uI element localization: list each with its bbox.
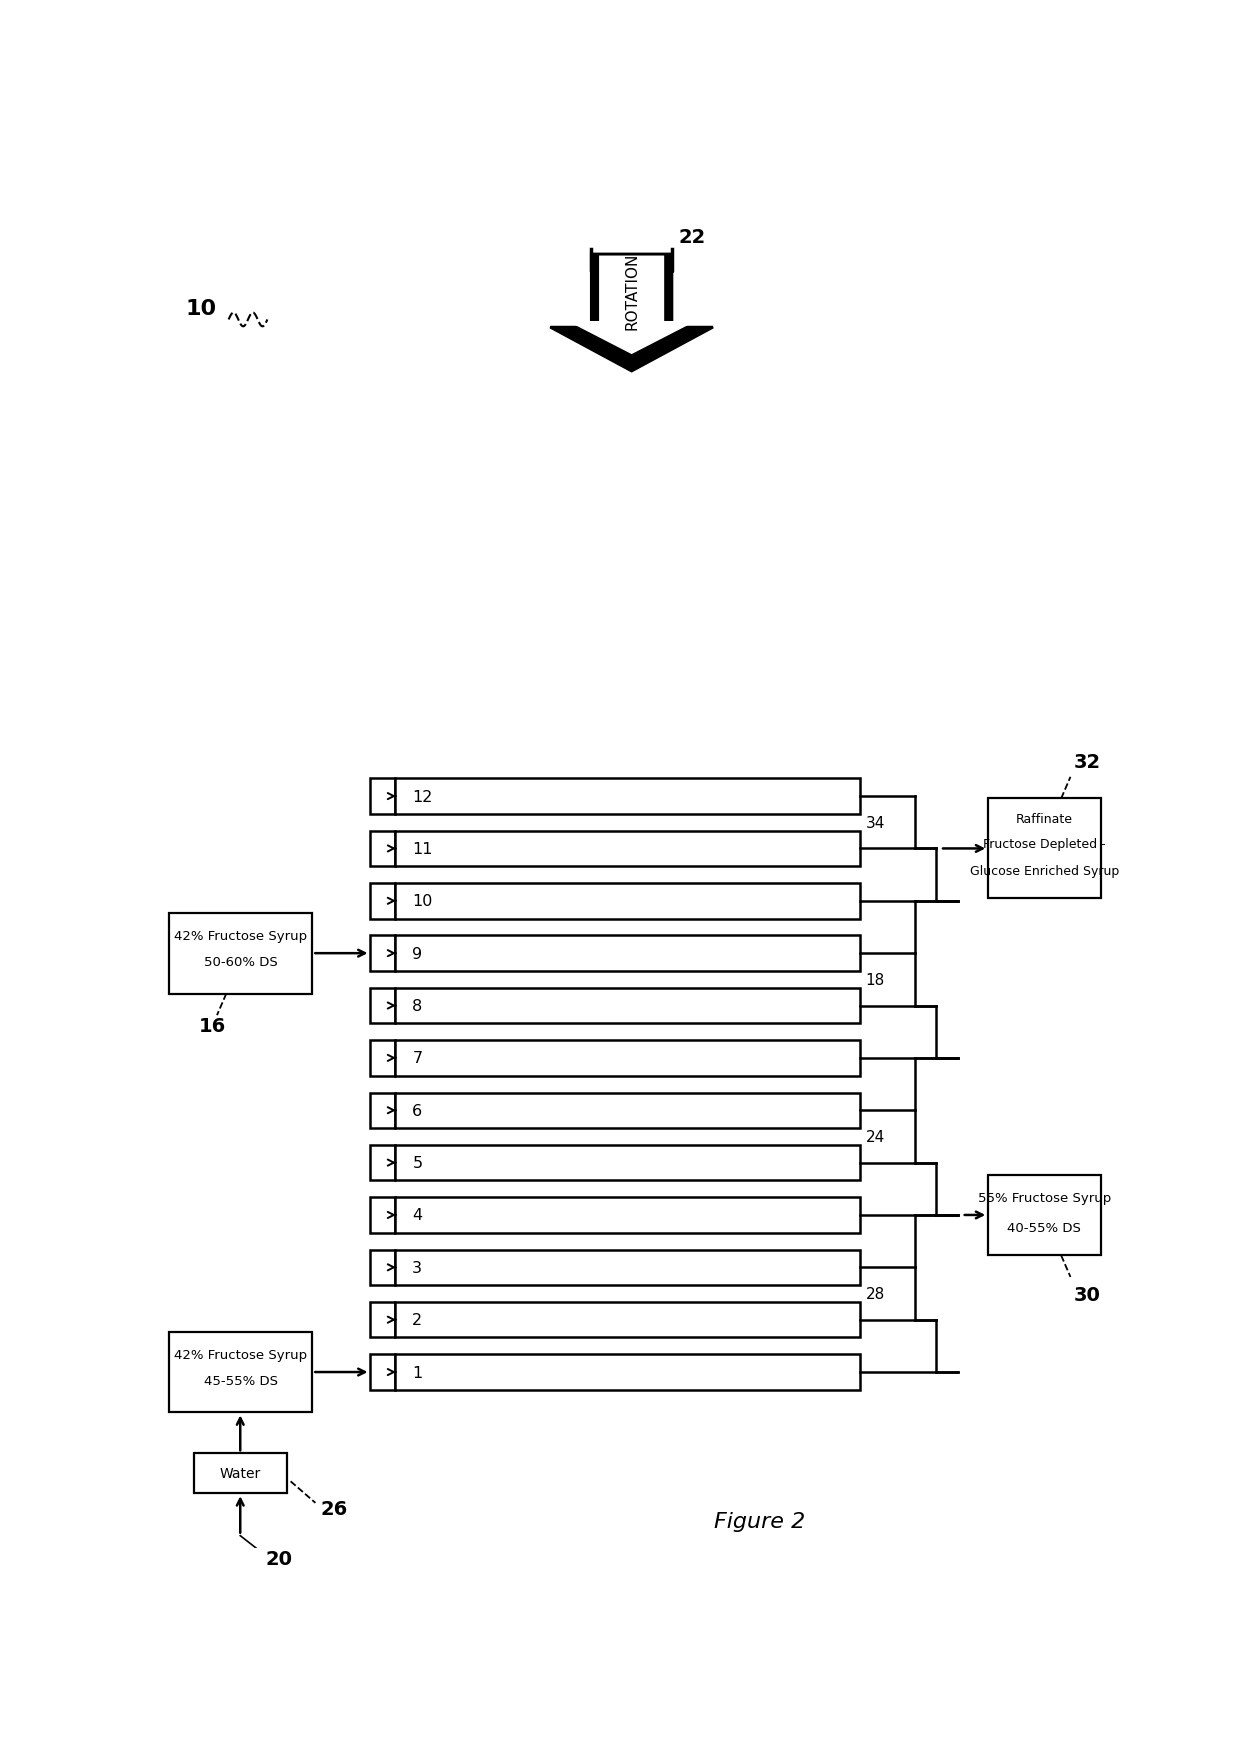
Bar bbox=[371, 779, 396, 814]
Text: 22: 22 bbox=[678, 228, 706, 247]
Bar bbox=[169, 913, 312, 995]
Bar bbox=[371, 1250, 396, 1285]
Bar bbox=[396, 1146, 861, 1181]
Bar bbox=[396, 1250, 861, 1285]
Text: 6: 6 bbox=[412, 1103, 423, 1118]
Text: Raffinate: Raffinate bbox=[1016, 812, 1073, 826]
Text: 5: 5 bbox=[412, 1155, 423, 1170]
Bar bbox=[396, 831, 861, 866]
Text: 34: 34 bbox=[866, 816, 885, 830]
Bar bbox=[396, 988, 861, 1024]
Bar bbox=[371, 1040, 396, 1076]
Bar bbox=[396, 1355, 861, 1389]
Bar bbox=[371, 988, 396, 1024]
Text: 16: 16 bbox=[198, 1017, 226, 1036]
Bar bbox=[396, 883, 861, 918]
Bar bbox=[396, 779, 861, 814]
Text: 4: 4 bbox=[412, 1209, 423, 1223]
Bar bbox=[988, 798, 1101, 899]
Bar bbox=[988, 1176, 1101, 1256]
Text: 42% Fructose Syrup: 42% Fructose Syrup bbox=[174, 929, 308, 943]
Bar bbox=[193, 1454, 286, 1494]
Text: 30: 30 bbox=[1074, 1285, 1100, 1304]
Bar bbox=[371, 1092, 396, 1129]
Bar bbox=[169, 1332, 312, 1412]
Text: Figure 2: Figure 2 bbox=[714, 1511, 805, 1530]
Text: 50-60% DS: 50-60% DS bbox=[203, 955, 278, 969]
Text: 42% Fructose Syrup: 42% Fructose Syrup bbox=[174, 1348, 308, 1362]
Bar bbox=[371, 1146, 396, 1181]
Text: 7: 7 bbox=[412, 1050, 423, 1066]
Text: 24: 24 bbox=[866, 1129, 885, 1144]
Text: 40-55% DS: 40-55% DS bbox=[1007, 1223, 1081, 1235]
Text: 12: 12 bbox=[412, 790, 433, 803]
Bar bbox=[396, 1092, 861, 1129]
Text: 10: 10 bbox=[186, 299, 217, 318]
Bar bbox=[371, 831, 396, 866]
Bar bbox=[396, 1040, 861, 1076]
Text: 20: 20 bbox=[265, 1549, 293, 1569]
Text: 26: 26 bbox=[320, 1499, 347, 1518]
Text: ROTATION: ROTATION bbox=[624, 252, 639, 330]
Text: 11: 11 bbox=[412, 842, 433, 856]
Bar bbox=[371, 1355, 396, 1389]
Text: 9: 9 bbox=[412, 946, 423, 962]
Text: 28: 28 bbox=[866, 1287, 885, 1301]
Text: 32: 32 bbox=[1074, 753, 1101, 772]
Text: 1: 1 bbox=[412, 1365, 423, 1379]
Polygon shape bbox=[567, 256, 696, 355]
Polygon shape bbox=[551, 256, 713, 372]
Bar bbox=[396, 1303, 861, 1337]
Text: 8: 8 bbox=[412, 998, 423, 1014]
Bar bbox=[371, 883, 396, 918]
Text: 10: 10 bbox=[412, 894, 433, 909]
Text: Fructose Depleted -: Fructose Depleted - bbox=[983, 838, 1106, 850]
Bar bbox=[396, 1198, 861, 1233]
Text: 3: 3 bbox=[412, 1261, 423, 1275]
Text: Glucose Enriched Syrup: Glucose Enriched Syrup bbox=[970, 864, 1118, 878]
Bar bbox=[396, 936, 861, 972]
Bar bbox=[371, 936, 396, 972]
Text: 45-55% DS: 45-55% DS bbox=[203, 1374, 278, 1388]
Text: 18: 18 bbox=[866, 972, 885, 988]
Text: Water: Water bbox=[219, 1466, 260, 1480]
Text: 55% Fructose Syrup: 55% Fructose Syrup bbox=[977, 1191, 1111, 1203]
Bar bbox=[371, 1303, 396, 1337]
Text: 2: 2 bbox=[412, 1313, 423, 1327]
Bar bbox=[371, 1198, 396, 1233]
